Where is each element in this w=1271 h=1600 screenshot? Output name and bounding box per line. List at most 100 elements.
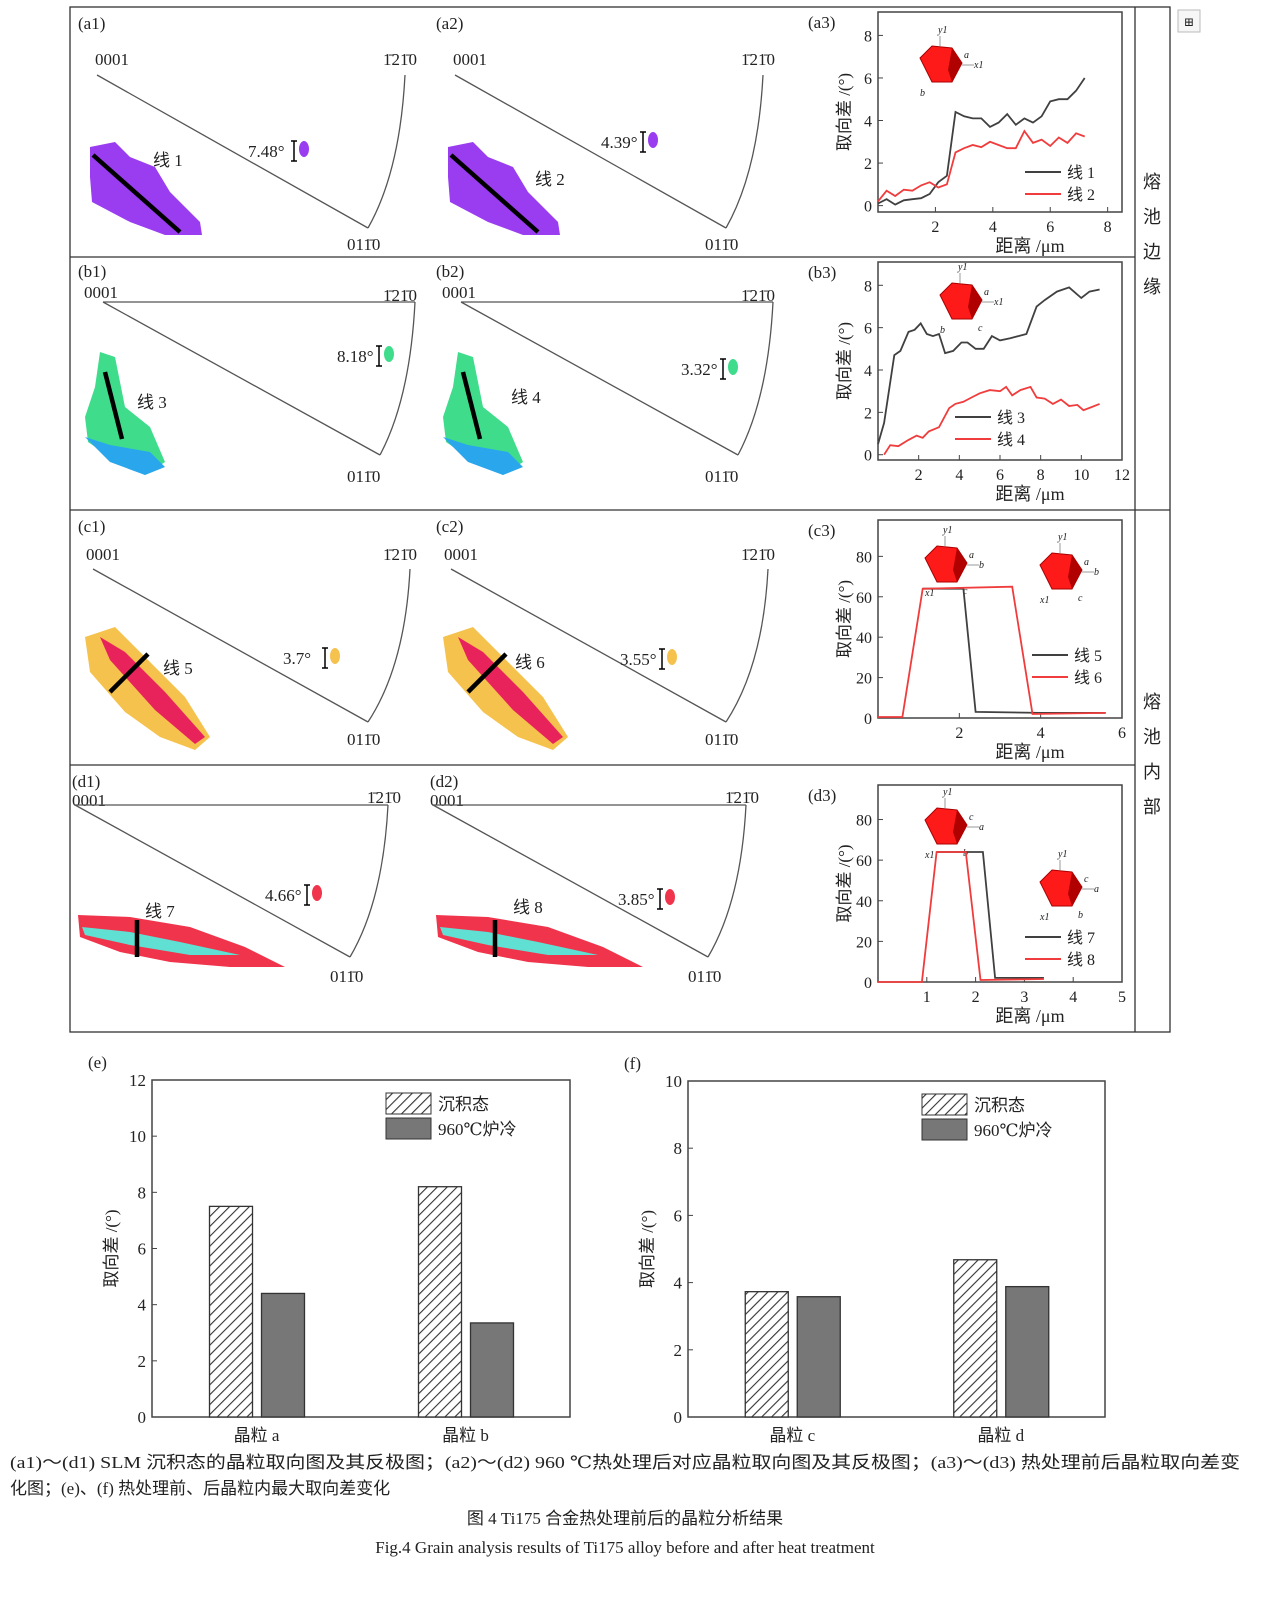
y-tick-label: 4 (864, 114, 872, 131)
series-line-2 (878, 851, 1044, 983)
panel-label: (a2) (436, 14, 463, 33)
ipf-arc (707, 804, 747, 958)
ipf-label-1210: 1̄21̄0 (383, 50, 417, 69)
misorientation-angle: 3.32° (681, 360, 718, 379)
line-label: 线 1 (153, 151, 183, 170)
ipf-arc (367, 568, 411, 723)
legend-label: 线 6 (1074, 669, 1102, 687)
line-label: 线 5 (163, 659, 193, 678)
measurement-line (108, 652, 150, 694)
ipf-label-0001: 0001 (72, 791, 106, 810)
line-label: 线 8 (513, 898, 543, 917)
caption-line-1: (a1)～(d1) SLM 沉积态的晶粒取向图及其反极图；(a2)～(d2) 9… (10, 1453, 1240, 1472)
x-category-label: 晶粒 a (234, 1426, 280, 1445)
caption-line-2: 化图；(e)、(f) 热处理前、后晶粒内最大取向差变化 (10, 1479, 390, 1498)
panel-c2: (c2) 0001 1̄21̄0 011̄0 线 6 3.55° (436, 517, 775, 750)
ipf-arc (725, 568, 769, 723)
pole-spread (384, 346, 394, 362)
x-axis-label: 距离 /μm (995, 484, 1064, 504)
y-axis-label: 取向差 /(°) (835, 580, 854, 658)
crystal-orientation-cube-icon: y1 a x1 b c (939, 262, 1003, 336)
measurement-line (449, 153, 540, 234)
x-category-label: 晶粒 c (769, 1426, 815, 1445)
y-tick-label: 8 (864, 28, 872, 45)
cube-axis-label: a (979, 822, 984, 833)
bar-heat-treated (1005, 1285, 1050, 1418)
ipf-label-1210: 1̄21̄0 (367, 788, 401, 807)
ipf-label-0110: 011̄0 (688, 967, 721, 986)
legend-swatch (921, 1118, 968, 1141)
y-tick-label: 10 (129, 1127, 146, 1146)
panel-b1: (b1) 0001 1̄21̄0 011̄0 线 3 8.18° (78, 262, 417, 486)
panel-a2: (a2) 0001 1̄21̄0 011̄0 线 2 4.39° (436, 14, 775, 254)
ipf-label-0001: 0001 (95, 50, 129, 69)
y-tick-label: 4 (138, 1296, 147, 1315)
line-label: 线 2 (535, 170, 565, 189)
panel-label: (a1) (78, 14, 105, 33)
y-axis-label: 取向差 /(°) (835, 73, 854, 151)
ipf-label-0110: 011̄0 (347, 730, 380, 749)
y-axis-label: 取向差 /(°) (835, 844, 854, 922)
grain-subregion (85, 437, 165, 475)
y-tick-label: 2 (674, 1341, 683, 1360)
y-tick-label: 12 (129, 1071, 146, 1090)
cube-axis-label: x1 (1039, 595, 1049, 606)
y-axis-label: 取向差 /(°) (835, 322, 854, 400)
ipf-edge (454, 74, 727, 229)
cube-axis-label: x1 (973, 60, 983, 71)
line-label: 线 7 (145, 902, 175, 921)
x-tick-label: 5 (1118, 989, 1126, 1006)
legend-label: 线 8 (1067, 951, 1095, 969)
legend-label: 线 4 (997, 431, 1025, 449)
grain-orientation-map (78, 915, 285, 967)
panel-a1: (a1) 0001 1̄21̄0 011̄0 线 1 7.48° (78, 14, 417, 254)
plot-area (877, 261, 1123, 461)
chart-label: (b3) (808, 263, 836, 282)
cube-axis-label: c (1078, 593, 1083, 604)
panel-label: (b2) (436, 262, 464, 281)
ipf-edge (74, 804, 351, 958)
pole-spread (330, 648, 340, 664)
legend-label: 线 1 (1067, 164, 1095, 182)
ipf-label-0001: 0001 (86, 545, 120, 564)
inverse-pole-figure (454, 74, 764, 229)
legend-swatch (921, 1093, 968, 1116)
y-tick-label: 4 (674, 1274, 683, 1293)
grain-subregion (440, 927, 598, 955)
corner-icon[interactable]: ⊞ (1177, 9, 1201, 33)
y-axis-label: 取向差 /(°) (638, 1210, 657, 1288)
cube-axis-label: b (940, 325, 945, 336)
side-label-interior: 部 (1143, 797, 1161, 817)
cube-axis-label: y1 (942, 787, 952, 798)
ipf-label-0001: 0001 (442, 283, 476, 302)
angle-range-bar (657, 888, 663, 910)
ipf-edge (102, 301, 381, 456)
cube-axis-label: y1 (937, 25, 947, 36)
panel-d2: (d2)0001 1̄21̄0 011̄0 线 8 3.85° (430, 772, 759, 986)
chart-f: (f) 0 2 4 6 8 10 取向差 /(°) 晶粒 c 晶粒 d 沉积态 960℃炉冷 (624, 1054, 1106, 1445)
side-label-interior: 内 (1143, 762, 1161, 782)
legend-label: 线 5 (1074, 647, 1102, 665)
ipf-edge (96, 74, 369, 229)
y-tick-label: 20 (856, 671, 872, 688)
legend-swatch (385, 1092, 432, 1115)
ipf-edge (460, 301, 739, 456)
ipf-edge (450, 568, 727, 723)
cube-axis-label: b (979, 560, 984, 571)
ipf-label-0110: 011̄0 (705, 467, 738, 486)
legend-label: 960℃炉冷 (438, 1120, 517, 1139)
angle-range-bar (720, 358, 726, 380)
ipf-label-0001: 0001 (430, 791, 464, 810)
plot-area (877, 11, 1123, 213)
inverse-pole-figure (96, 74, 406, 229)
inverse-pole-figure (74, 804, 389, 958)
misorientation-angle: 4.39° (601, 133, 638, 152)
x-tick-label: 1 (923, 989, 931, 1006)
x-tick-label: 4 (1069, 989, 1077, 1006)
cube-axis-label: c (969, 812, 974, 823)
cube-axis-label: x1 (924, 850, 934, 861)
ipf-label-0110: 011̄0 (330, 967, 363, 986)
angle-range-bar (322, 647, 328, 669)
